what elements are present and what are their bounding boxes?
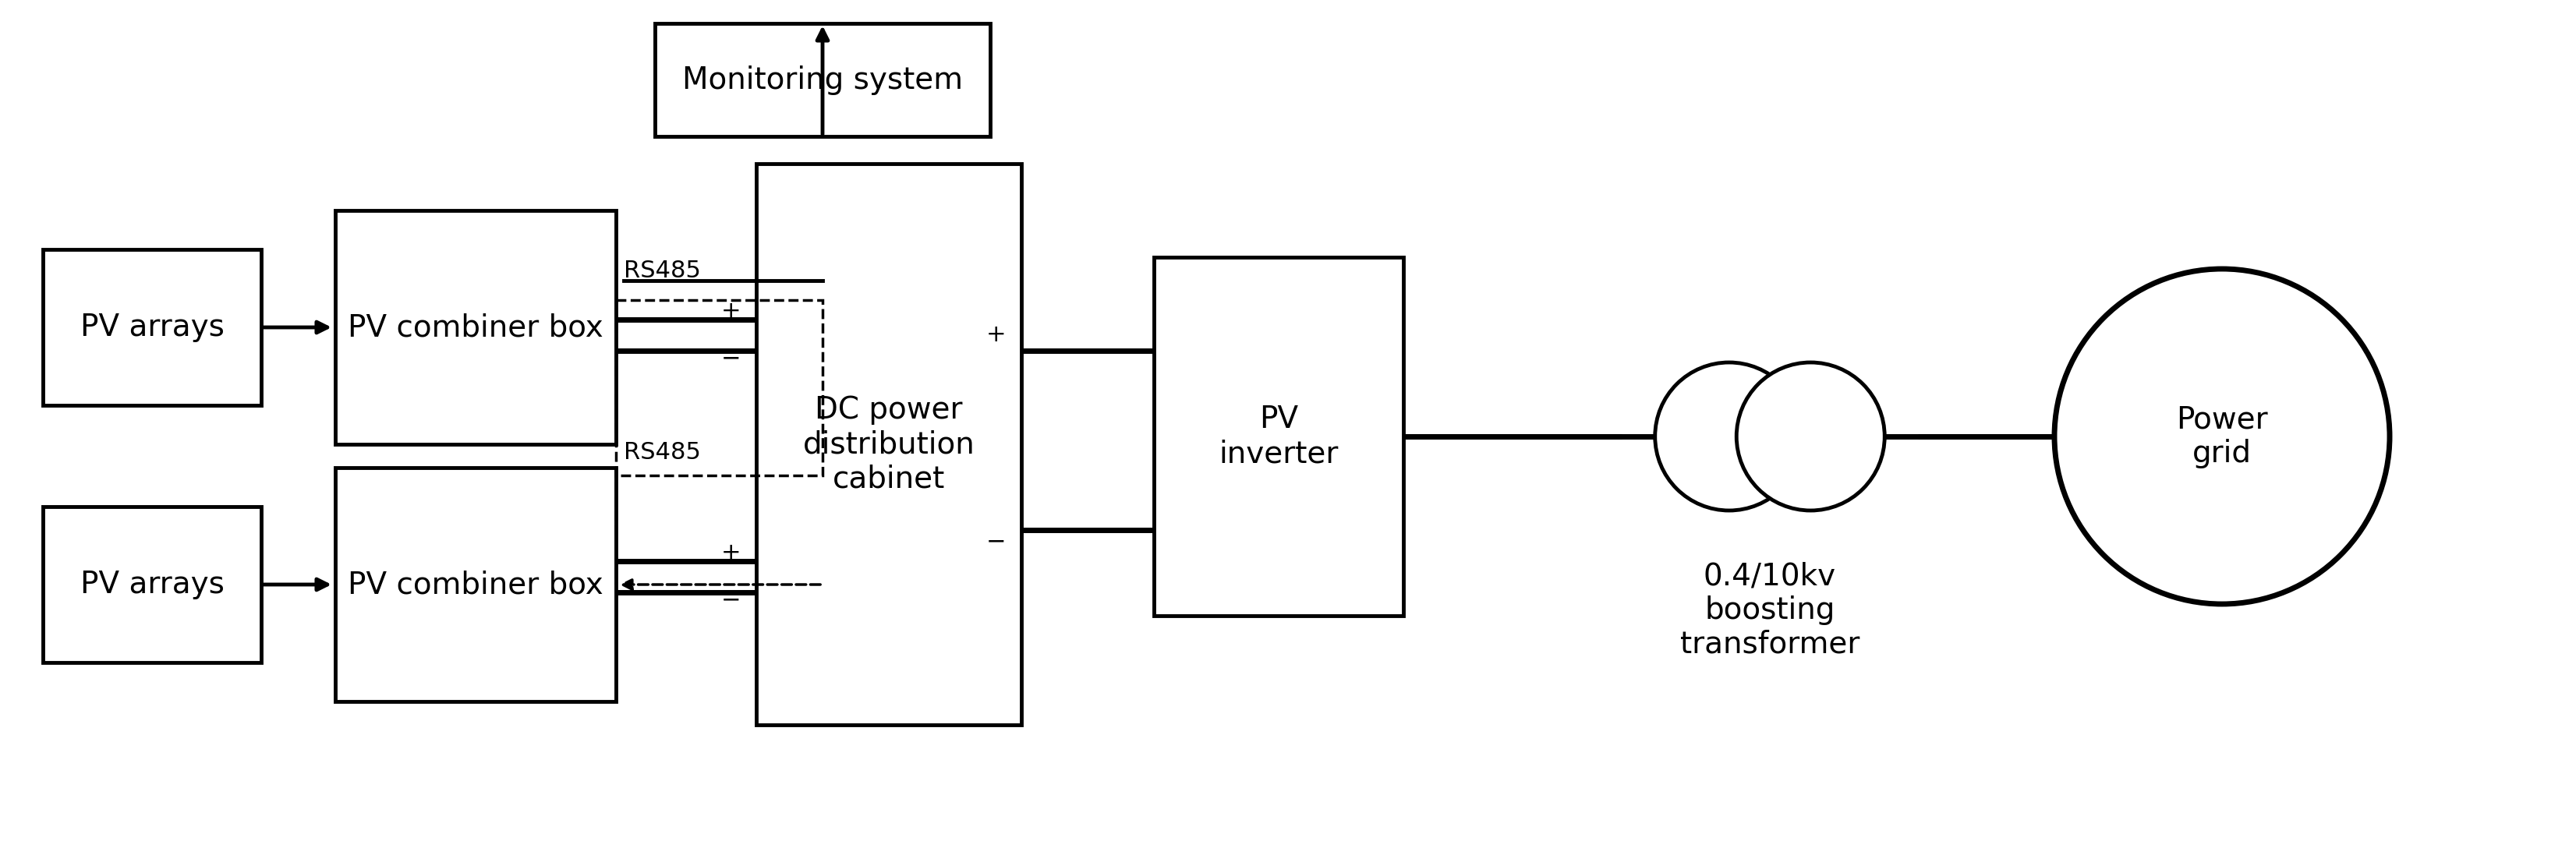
Text: −: − xyxy=(721,347,739,370)
Text: RS485: RS485 xyxy=(623,260,701,282)
Text: −: − xyxy=(987,530,1005,553)
Text: PV combiner box: PV combiner box xyxy=(348,313,603,342)
Bar xyxy=(654,23,989,137)
Text: Power
grid: Power grid xyxy=(2177,404,2267,469)
Bar xyxy=(44,507,260,663)
Circle shape xyxy=(1736,363,1883,510)
Bar xyxy=(335,210,616,445)
Text: PV arrays: PV arrays xyxy=(80,569,224,599)
Text: −: − xyxy=(721,589,739,611)
Text: +: + xyxy=(721,300,739,323)
Text: PV combiner box: PV combiner box xyxy=(348,569,603,599)
Text: +: + xyxy=(987,324,1005,346)
Bar xyxy=(755,163,1020,725)
Text: RS485: RS485 xyxy=(623,441,701,463)
Bar xyxy=(44,250,260,405)
Text: Monitoring system: Monitoring system xyxy=(683,65,963,95)
Bar xyxy=(335,468,616,701)
Circle shape xyxy=(1654,363,1803,510)
Text: DC power
distribution
cabinet: DC power distribution cabinet xyxy=(804,395,974,493)
Text: PV
inverter: PV inverter xyxy=(1218,404,1337,469)
Text: 0.4/10kv
boosting
transformer: 0.4/10kv boosting transformer xyxy=(1680,561,1860,659)
Text: PV arrays: PV arrays xyxy=(80,313,224,342)
Bar xyxy=(1154,257,1404,616)
Text: +: + xyxy=(721,542,739,564)
Bar xyxy=(616,300,822,475)
Circle shape xyxy=(2053,268,2388,604)
